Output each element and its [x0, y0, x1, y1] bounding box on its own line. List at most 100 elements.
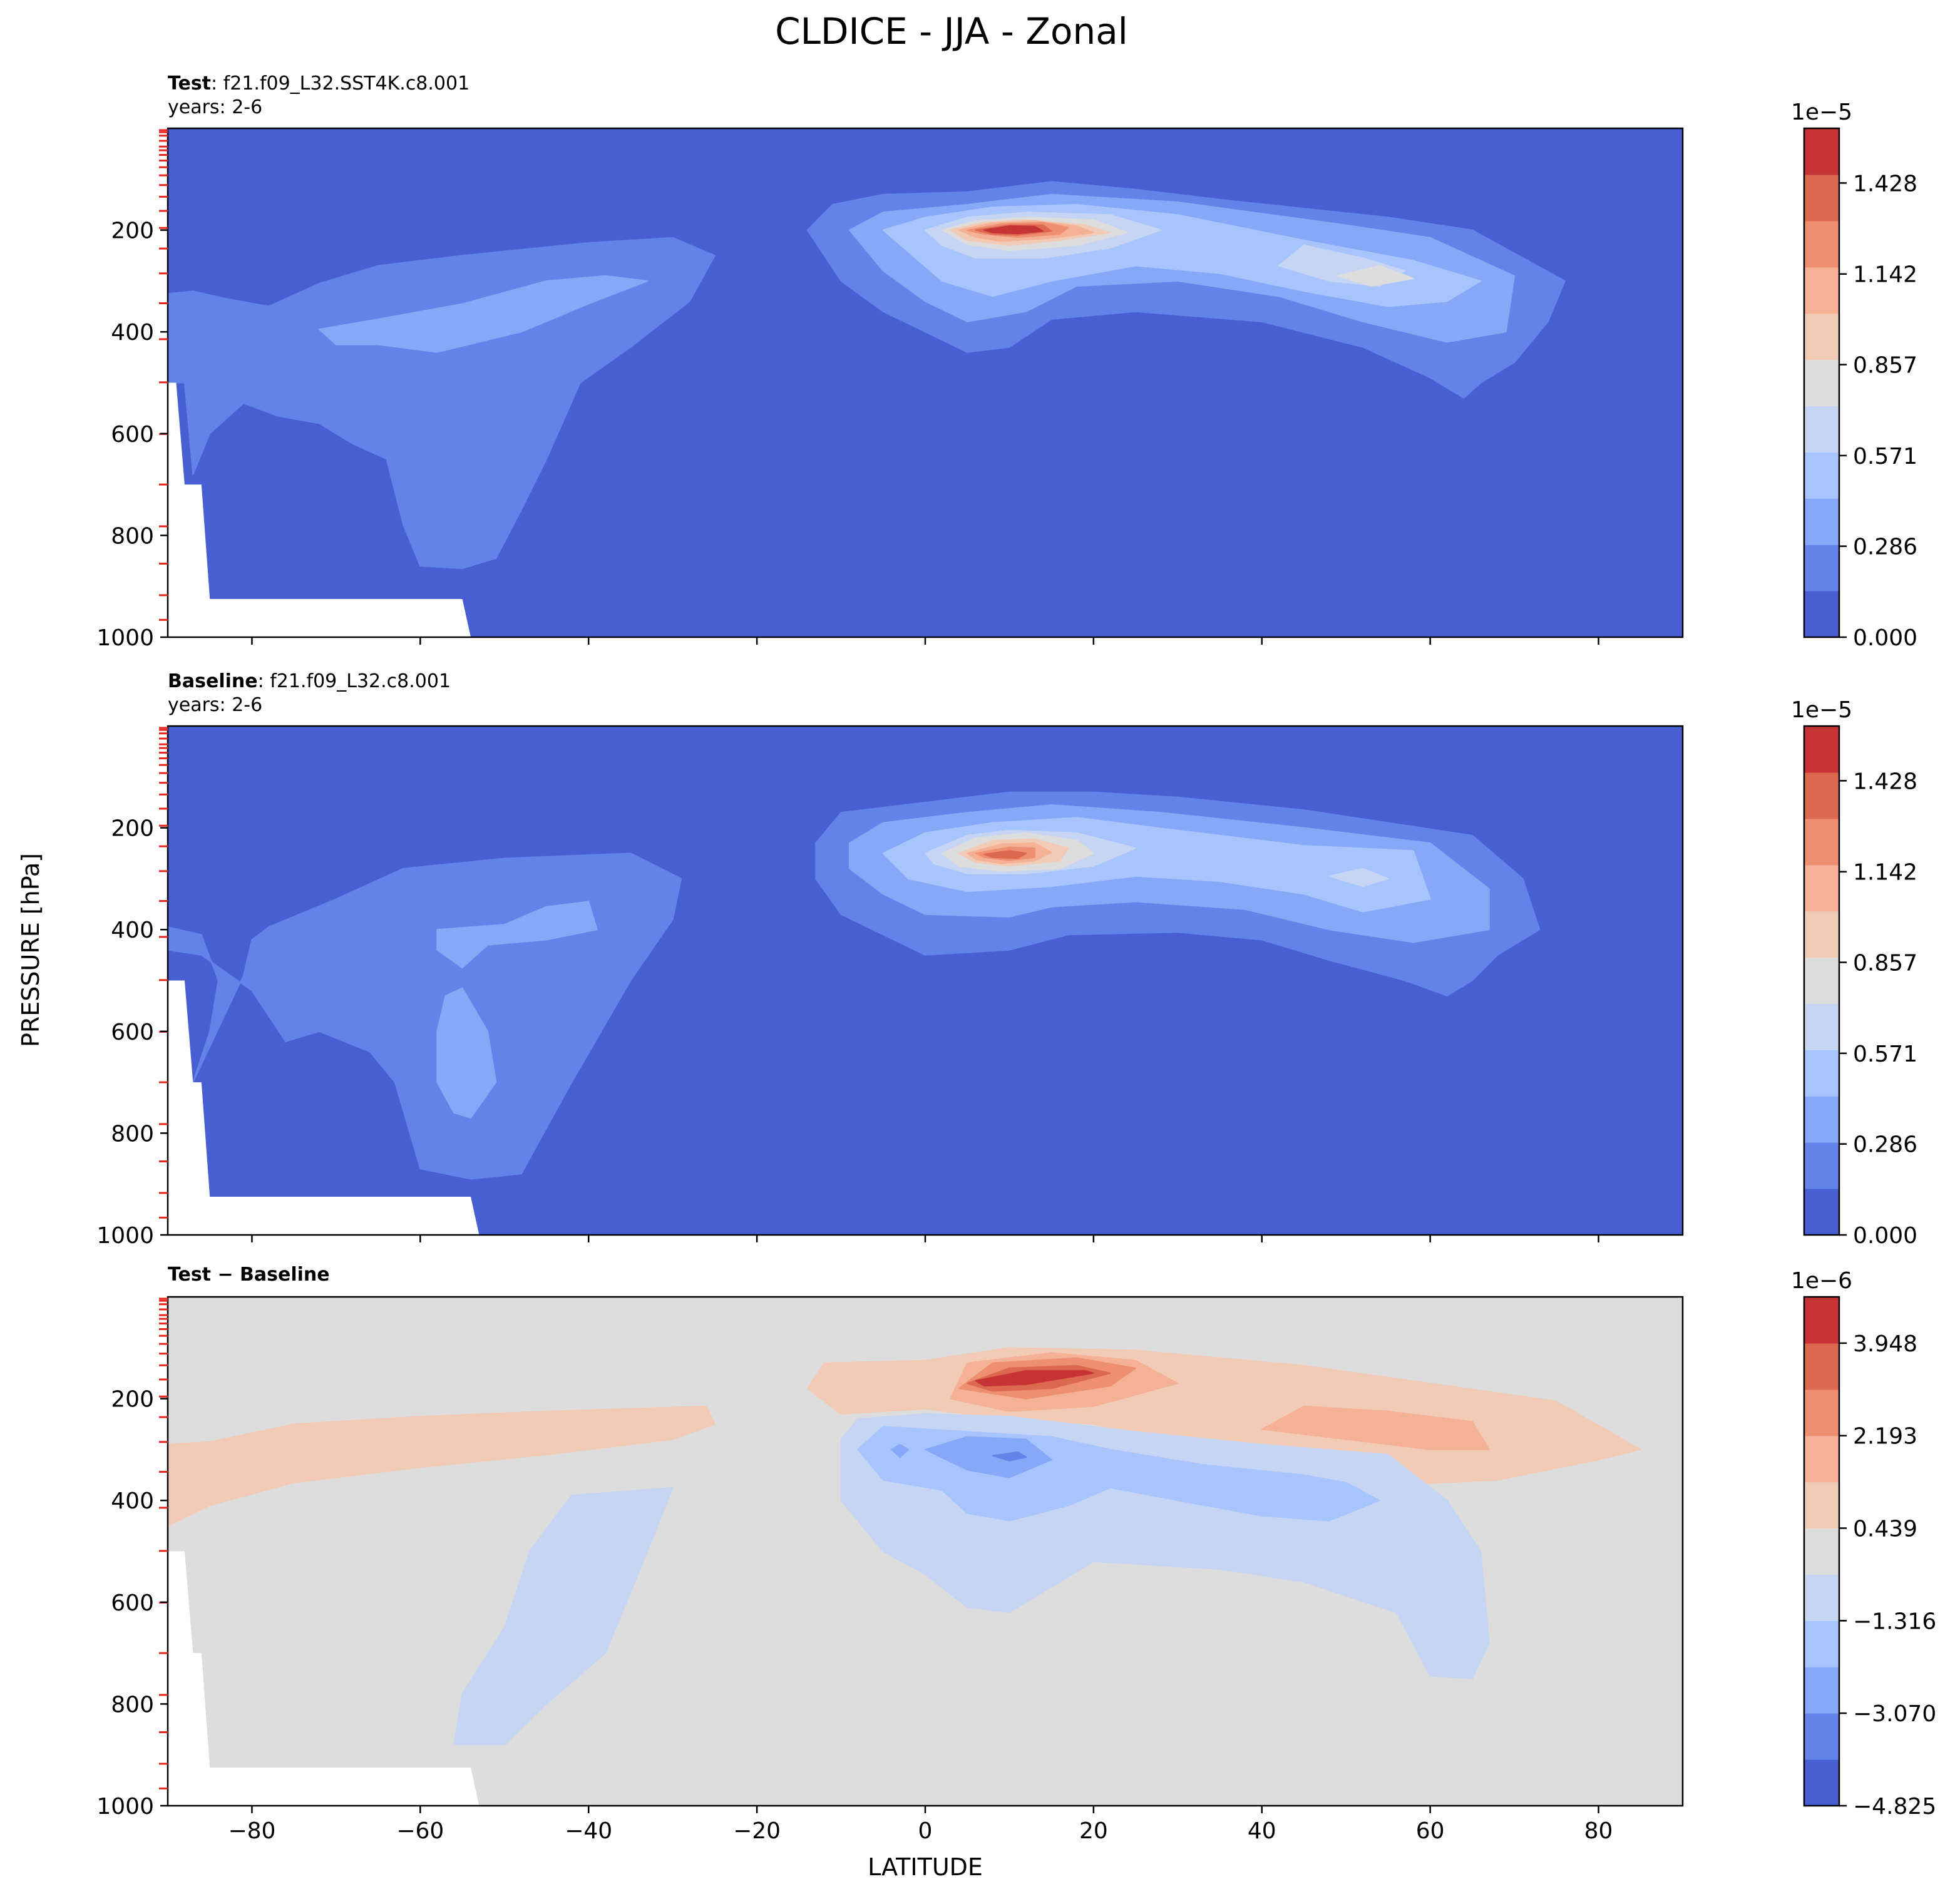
y-tick-label: 600 — [111, 1020, 154, 1045]
x-tick-label: 20 — [1079, 1818, 1108, 1844]
colorbar-segment — [1804, 864, 1839, 912]
colorbar: −4.825 −3.070 −1.316 0.439 2.193 3.948 1e−6 — [1791, 1268, 1936, 1820]
y-tick-label: 1000 — [96, 625, 154, 651]
panel-label-bold: Baseline — [168, 670, 258, 692]
x-tick-label: 40 — [1248, 1818, 1276, 1844]
contour-region-level-3 — [891, 847, 918, 857]
contour-region-level-1 — [992, 1451, 1027, 1461]
panel-label-name: : f21.f09_L32.c8.001 — [258, 670, 451, 692]
plot-area — [168, 726, 1683, 1235]
colorbar-tick-label: 0.286 — [1853, 1132, 1917, 1158]
colorbar-segment — [1804, 267, 1839, 314]
colorbar-tick-label: 0.286 — [1853, 535, 1917, 560]
colorbar-tick-label: −1.316 — [1853, 1609, 1936, 1634]
contour-region-level-7 — [1261, 1405, 1490, 1450]
x-tick-label: 80 — [1584, 1818, 1613, 1844]
colorbar-tick-label: 0.571 — [1853, 444, 1917, 469]
missing-data-region — [168, 980, 480, 1235]
contour-region-level-2 — [891, 1443, 910, 1458]
y-tick-label: 200 — [111, 816, 154, 842]
colorbar-segment — [1804, 220, 1839, 268]
colorbar-tick-label: 0.571 — [1853, 1042, 1917, 1067]
colorbar-tick-label: 0.000 — [1853, 625, 1917, 651]
contour-region-level-2 — [436, 987, 497, 1118]
colorbar-multiplier: 1e−6 — [1791, 1268, 1852, 1294]
contour-region-level-10 — [983, 225, 1044, 235]
colorbar-segment — [1804, 1343, 1839, 1390]
panel-label-name: : f21.f09_L32.SST4K.c8.001 — [211, 73, 469, 95]
colorbar-tick-label: 0.857 — [1853, 951, 1917, 976]
panel-test: 200 400 600 800 1000 Test: f21.f09_L32.SST4K.… — [96, 73, 1917, 651]
y-tick-label: 800 — [111, 1121, 154, 1147]
y-tick-label: 800 — [111, 1692, 154, 1717]
contour-region-level-9 — [983, 850, 1027, 859]
colorbar-segment — [1804, 128, 1839, 175]
plot-area — [168, 1297, 1683, 1806]
y-tick-label: 1000 — [96, 1794, 154, 1820]
colorbar-frame — [1803, 1296, 1840, 1807]
colorbar-tick-label: −3.070 — [1853, 1701, 1936, 1727]
colorbar-segment — [1804, 1189, 1839, 1236]
colorbar-tick-label: 0.000 — [1853, 1223, 1917, 1249]
x-tick-label: −40 — [565, 1818, 612, 1844]
y-tick-label: 1000 — [96, 1223, 154, 1249]
colorbar-tick-label: 1.428 — [1853, 769, 1917, 794]
panel-label: Baseline: f21.f09_L32.c8.001 — [168, 670, 451, 692]
colorbar-segment — [1804, 1142, 1839, 1189]
colorbar-tick-label: 1.142 — [1853, 860, 1917, 886]
colorbar-segment — [1804, 452, 1839, 499]
contour-region-level-2 — [925, 1436, 1052, 1478]
colorbar-segment — [1804, 1297, 1839, 1344]
colorbar-segment — [1804, 957, 1839, 1005]
colorbar-tick-label: 1.142 — [1853, 262, 1917, 288]
panel-label-bold: Test — [168, 73, 211, 95]
colorbar-frame — [1803, 127, 1840, 638]
colorbar-segment — [1804, 772, 1839, 819]
y-tick-label: 200 — [111, 218, 154, 244]
colorbar-frame — [1803, 725, 1840, 1236]
panel-baseline: 200 400 600 800 1000 Baseline: f21.f09_L32.c8… — [96, 670, 1917, 1249]
y-tick-label: 800 — [111, 523, 154, 549]
contour-region-level-10 — [975, 1369, 1094, 1387]
x-tick-label: −80 — [228, 1818, 275, 1844]
colorbar-segment — [1804, 406, 1839, 453]
panel-years: years: 2-6 — [168, 694, 262, 716]
colorbar-tick-label: 0.857 — [1853, 353, 1917, 379]
colorbar-tick-label: −4.825 — [1853, 1794, 1936, 1820]
colorbar-segment — [1804, 1435, 1839, 1483]
y-tick-label: 200 — [111, 1387, 154, 1413]
colorbar-segment — [1804, 726, 1839, 773]
colorbar-segment — [1804, 1389, 1839, 1436]
colorbar-segment — [1804, 591, 1839, 638]
contour-region-level-1 — [168, 237, 716, 570]
y-axis-label: PRESSURE [hPa] — [17, 853, 44, 1047]
y-tick-label: 600 — [111, 422, 154, 448]
colorbar-multiplier: 1e−5 — [1791, 100, 1852, 125]
colorbar-segment — [1804, 818, 1839, 866]
contour-region-level-6 — [168, 1405, 716, 1527]
colorbar-multiplier: 1e−5 — [1791, 697, 1852, 723]
colorbar: 0.000 0.286 0.571 0.857 1.142 1.428 1e−5 — [1791, 697, 1917, 1249]
panel-label: Test − Baseline — [168, 1264, 330, 1286]
panel-difference: 200 400 600 800 1000 −80 −60 −40 −20 0 20 40 60 80 Tes… — [96, 1264, 1936, 1844]
missing-data-region — [168, 1551, 480, 1806]
colorbar-segment — [1804, 1620, 1839, 1667]
panel-label-bold: Test − Baseline — [168, 1264, 330, 1286]
contour-region-level-5 — [1337, 265, 1414, 287]
colorbar-segment — [1804, 174, 1839, 222]
colorbar-segment — [1804, 498, 1839, 545]
colorbar-segment — [1804, 545, 1839, 591]
colorbar-segment — [1804, 1713, 1839, 1760]
missing-data-region — [168, 382, 471, 637]
contour-region-level-2 — [319, 275, 649, 353]
x-tick-label: −60 — [396, 1818, 444, 1844]
y-tick-label: 400 — [111, 918, 154, 943]
x-tick-label: −20 — [733, 1818, 781, 1844]
colorbar-tick-label: 2.193 — [1853, 1424, 1917, 1450]
contour-region-level-4 — [453, 1487, 674, 1746]
colorbar-segment — [1804, 1667, 1839, 1714]
colorbar-segment — [1804, 1050, 1839, 1097]
colorbar-segment — [1804, 1759, 1839, 1806]
colorbar-segment — [1804, 1528, 1839, 1575]
